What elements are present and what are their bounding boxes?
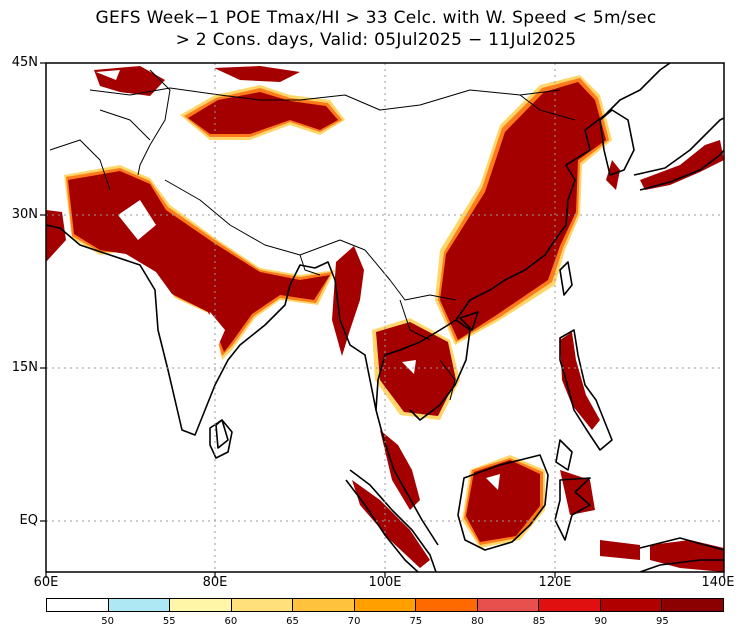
lat-label-15n: 15N <box>11 360 38 375</box>
map-title-line2: > 2 Cons. days, Valid: 05Jul2025 − 11Jul… <box>175 30 577 50</box>
graticule <box>46 63 724 572</box>
colorbar-box <box>477 599 540 611</box>
colorbar-label: 60 <box>224 616 238 627</box>
lat-label-eq: EQ <box>19 513 38 528</box>
colorbar-label: 90 <box>594 616 608 627</box>
colorbar-box <box>416 599 478 611</box>
lon-label-80e: 80E <box>202 575 228 590</box>
colorbar-box <box>47 599 109 611</box>
colorbar-box <box>231 599 294 611</box>
colorbar-label: 95 <box>655 616 669 627</box>
lat-label-30n: 30N <box>11 207 38 222</box>
colorbar-label: 65 <box>286 616 299 627</box>
colorbar-box <box>539 599 601 611</box>
colorbar-box <box>170 599 232 611</box>
colorbar-label: 80 <box>471 616 484 627</box>
colorbar-box <box>293 599 355 611</box>
colorbar <box>46 598 724 612</box>
coastlines <box>46 63 724 572</box>
lon-label-120e: 120E <box>538 575 572 590</box>
colorbar-box <box>354 599 417 611</box>
axis-ticks <box>40 62 725 578</box>
colorbar-label: 75 <box>409 616 423 627</box>
colorbar-box <box>108 599 171 611</box>
probability-fields <box>46 66 724 572</box>
colorbar-box <box>600 599 663 611</box>
colorbar-label: 50 <box>101 616 114 627</box>
colorbar-box <box>662 599 724 611</box>
lat-label-45n: 45N <box>11 55 38 70</box>
lon-label-60e: 60E <box>33 575 59 590</box>
lon-label-140e: 140E <box>701 575 735 590</box>
colorbar-label: 85 <box>532 616 546 627</box>
colorbar-label: 55 <box>162 616 176 627</box>
map-title-line1: GEFS Week−1 POE Tmax/HI > 33 Celc. with … <box>95 8 657 28</box>
colorbar-label: 70 <box>347 616 361 627</box>
lon-label-100e: 100E <box>368 575 402 590</box>
